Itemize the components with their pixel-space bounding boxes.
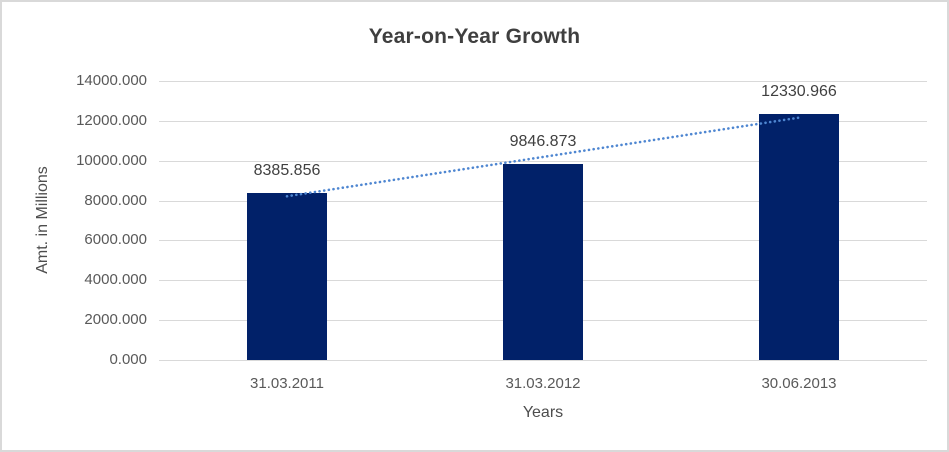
y-axis-tick-label: 2000.000: [84, 311, 147, 328]
y-axis-tick-label: 8000.000: [84, 192, 147, 209]
y-axis-tick-label: 12000.000: [76, 112, 147, 129]
bar-31.03.2012: [503, 163, 583, 360]
gridline: [159, 121, 927, 122]
gridline: [159, 81, 927, 82]
bar-31.03.2011: [247, 192, 327, 360]
y-axis-tick-label: 4000.000: [84, 271, 147, 288]
bar-30.06.2013: [759, 114, 839, 360]
x-axis-line: [159, 360, 927, 361]
y-axis-title: Amt. in Millions: [34, 166, 51, 274]
y-axis-tick-label: 10000.000: [76, 152, 147, 169]
y-axis-tick-label: 14000.000: [76, 72, 147, 89]
data-label: 8385.856: [253, 161, 321, 179]
y-axis-tick-label: 0.000: [109, 351, 147, 368]
x-axis-title: Years: [522, 404, 564, 421]
data-label: 12330.966: [761, 83, 837, 101]
chart-title: Year-on-Year Growth: [368, 25, 581, 48]
gridline: [159, 161, 927, 162]
x-axis-tick-label: 31.03.2012: [505, 375, 581, 392]
y-axis-tick-label: 6000.000: [84, 231, 147, 248]
data-label: 9846.873: [509, 132, 577, 150]
x-axis-tick-label: 31.03.2011: [250, 375, 324, 392]
trendline: [285, 116, 801, 198]
x-axis-tick-label: 30.06.2013: [761, 375, 837, 392]
